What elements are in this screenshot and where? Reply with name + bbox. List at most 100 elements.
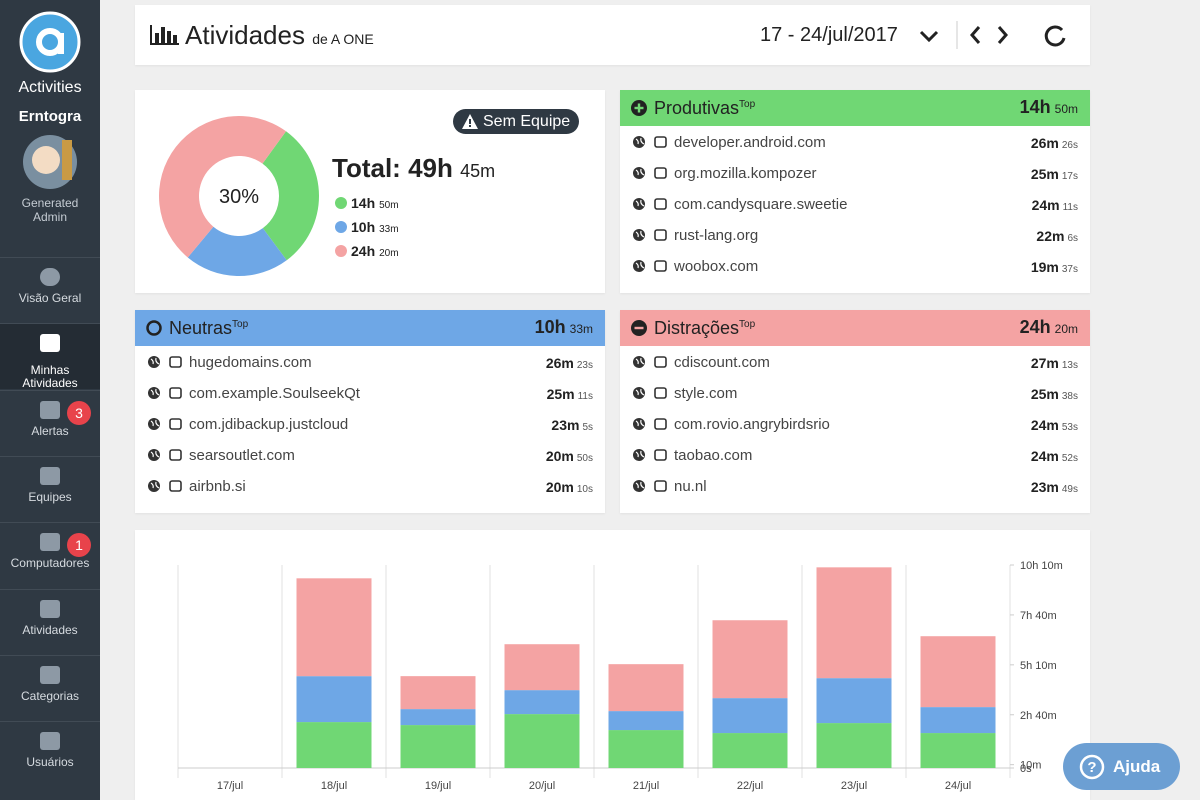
list-row[interactable]: taobao.com 24m 52s: [620, 440, 1090, 471]
donut-slice: [159, 116, 287, 258]
nav-icon: [40, 732, 60, 751]
nav-item[interactable]: Usuários: [0, 721, 100, 787]
nav-label: Alertas: [31, 423, 69, 438]
x-tick-label: 20/jul: [529, 780, 555, 792]
list-row[interactable]: airbnb.si 20m 10s: [135, 471, 605, 502]
duration-minutes: 20m: [545, 479, 574, 495]
x-tick-label: 19/jul: [425, 780, 451, 792]
nav-item[interactable]: Minhas Atividades: [0, 323, 100, 390]
duration-minutes: 27m: [1030, 355, 1059, 371]
nav-icon-shape: [40, 466, 60, 485]
bar-segment: [608, 664, 684, 712]
row-icon: [148, 356, 182, 368]
bar-segment: [920, 636, 996, 708]
site-name: airbnb.si: [189, 478, 246, 495]
panel-icon: [146, 320, 162, 336]
platform-icon: [633, 260, 645, 272]
platform-icon: [148, 418, 160, 430]
nav-item[interactable]: Computadores 1: [0, 522, 100, 588]
total-hours: 49h: [408, 153, 453, 183]
list-row[interactable]: com.candysquare.sweetie 24m 11s: [620, 189, 1090, 220]
panel-icon-shape: [146, 320, 162, 336]
platform-icon-detail: [635, 261, 645, 269]
duration: 26m 23s: [546, 355, 593, 371]
dropdown[interactable]: [919, 30, 939, 43]
duration-seconds: 13s: [1061, 360, 1078, 371]
nav-item[interactable]: Atividades: [0, 588, 100, 655]
category-icon: [654, 418, 667, 430]
duration: 24m 52s: [1031, 448, 1078, 464]
date-range[interactable]: 17 - 24/jul/2017: [760, 24, 898, 46]
duration-seconds: 38s: [1061, 391, 1078, 402]
nav-badge: 3: [67, 400, 91, 425]
nav-item[interactable]: Categorias: [0, 654, 100, 721]
panel-total-hours: 24h: [1019, 317, 1051, 337]
list-row[interactable]: nu.nl 23m 49s: [620, 471, 1090, 502]
platform-icon-detail: [635, 419, 645, 427]
row-icon: [148, 480, 182, 492]
nav-icon-shape: [40, 665, 60, 684]
list-row[interactable]: hugedomains.com 26m 23s: [135, 347, 605, 378]
site-name: hugedomains.com: [189, 354, 312, 371]
platform-icon: [148, 449, 160, 461]
x-tick-label: 18/jul: [321, 780, 347, 792]
help-button[interactable]: ? Ajuda: [1063, 743, 1180, 790]
nav-icon: [40, 268, 60, 286]
legend-dot: [335, 197, 347, 209]
legend-minutes: 33m: [379, 224, 398, 235]
duration: 20m 50s: [546, 448, 593, 464]
nav-item[interactable]: Alertas 3: [0, 389, 100, 456]
panel-header: ProdutivasTop 14h 50m: [620, 90, 1090, 126]
platform-icon-detail: [150, 357, 160, 365]
subtitle: de A ONE: [312, 31, 374, 47]
x-tick-label: 24/jul: [945, 780, 971, 792]
help-text: Ajuda: [1113, 757, 1161, 776]
panel-total-minutes: 33m: [569, 322, 593, 336]
platform-icon-detail: [635, 388, 645, 396]
row-icons: [632, 228, 668, 249]
list-row[interactable]: developer.android.com 26m 26s: [620, 127, 1090, 158]
refresh[interactable]: [1044, 25, 1066, 47]
platform-icon-detail: [635, 137, 645, 145]
panel-total-hours: 10h: [534, 317, 566, 337]
list-row[interactable]: com.example.SoulseekQt 25m 11s: [135, 378, 605, 409]
list-row[interactable]: com.jdibackup.justcloud 23m 5s: [135, 409, 605, 440]
list-row[interactable]: style.com 25m 38s: [620, 378, 1090, 409]
panel-total-hours: 14h: [1019, 97, 1051, 117]
list-row[interactable]: org.mozilla.kompozer 25m 17s: [620, 158, 1090, 189]
list-row[interactable]: rust-lang.org 22m 6s: [620, 220, 1090, 251]
next[interactable]: [997, 26, 1008, 44]
site-name: rust-lang.org: [674, 227, 759, 244]
nav-item[interactable]: Equipes: [0, 455, 100, 522]
duration-minutes: 19m: [1030, 259, 1059, 275]
nav-icon: [40, 466, 60, 485]
row-icon: [148, 449, 182, 461]
site-name: style.com: [674, 385, 738, 402]
row-icon: [633, 198, 667, 210]
nav-icon-shape: [40, 400, 60, 419]
y-tick-label: 7h 40m: [1020, 610, 1057, 622]
platform-icon: [148, 356, 160, 368]
app-name: Activities: [18, 79, 81, 96]
list-row[interactable]: cdiscount.com 27m 13s: [620, 347, 1090, 378]
team-badge[interactable]: Sem Equipe: [453, 109, 579, 134]
site-name: woobox.com: [674, 258, 759, 275]
nav-label: Equipes: [28, 489, 72, 504]
prev[interactable]: [970, 26, 981, 44]
list-row[interactable]: com.rovio.angrybirdsrio 24m 53s: [620, 409, 1090, 440]
bar-segment: [504, 714, 580, 768]
duration-minutes: 24m: [1030, 417, 1059, 433]
total-label: Total:: [332, 153, 401, 183]
list-row[interactable]: woobox.com 19m 37s: [620, 251, 1090, 282]
user-role[interactable]: Generated Admin: [21, 196, 79, 224]
legend-minutes: 50m: [379, 200, 398, 211]
y-tick-label: 0s: [1020, 763, 1032, 775]
category-icon: [169, 449, 182, 461]
row-icons: [632, 386, 668, 407]
nav-item[interactable]: Visão Geral: [0, 257, 100, 323]
bar-segment: [920, 733, 996, 768]
logo: [19, 11, 81, 73]
bar-segment: [920, 707, 996, 734]
list-row[interactable]: searsoutlet.com 20m 50s: [135, 440, 605, 471]
duration-seconds: 37s: [1061, 264, 1078, 275]
